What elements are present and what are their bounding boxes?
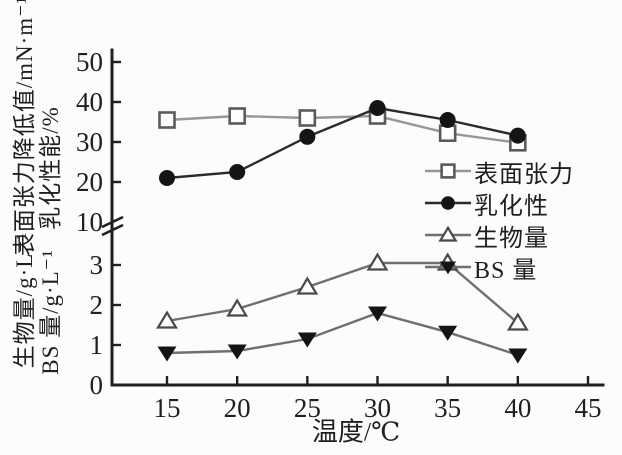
series-1 — [159, 100, 526, 186]
y-tick-label: 10 — [76, 207, 103, 237]
y-tick-label: 1 — [90, 330, 104, 360]
series-line — [166, 311, 519, 357]
y-tick-label: 2 — [90, 290, 104, 320]
y-tick-label: 50 — [76, 47, 103, 77]
legend-marker-glyph — [425, 225, 471, 242]
x-tick-label: 15 — [154, 393, 181, 423]
legend: 表面张力 乳化性 生物量 BS 量 — [424, 158, 574, 286]
axes — [110, 48, 605, 387]
filled-circle-marker-icon — [424, 190, 472, 216]
x-tick-label: 45 — [575, 393, 602, 423]
x-tick-label: 20 — [224, 393, 251, 423]
open-triangle-marker-icon — [424, 222, 472, 248]
legend-label: 乳化性 — [474, 193, 549, 220]
legend-label: 生物量 — [474, 225, 549, 252]
x-axis-label: 温度/℃ — [311, 417, 401, 447]
tick-marks — [112, 60, 590, 385]
legend-item-biomass: 生物量 — [424, 222, 574, 252]
legend-marker-glyph — [425, 261, 471, 275]
y-axis-label-bs-units: BS 量/g·L⁻¹ — [38, 249, 63, 375]
series-line — [166, 114, 518, 144]
legend-label: BS 量 — [474, 257, 538, 284]
series-3 — [157, 306, 528, 364]
y-tick-label: 3 — [90, 250, 104, 280]
y-axis-label-emulsification-units: 乳化性能/% — [38, 106, 63, 230]
x-tick-label: 40 — [504, 393, 531, 423]
axis-break-icon — [101, 215, 124, 237]
series-line — [166, 261, 519, 324]
legend-label: 表面张力 — [474, 161, 574, 188]
legend-item-surface-tension: 表面张力 — [424, 158, 574, 188]
open-square-marker-icon — [424, 158, 472, 184]
tick-labels: 10 20 30 40 50 0 1 2 3 15 20 25 30 35 40 45 — [76, 47, 602, 423]
y-tick-label: 40 — [76, 87, 103, 117]
x-tick-label: 25 — [294, 393, 321, 423]
filled-triangle-down-marker-icon — [424, 254, 472, 280]
y-tick-label: 30 — [76, 127, 103, 157]
x-tick-label: 35 — [434, 393, 461, 423]
series-0 — [158, 107, 527, 152]
y-tick-label: 0 — [90, 370, 104, 400]
series-line — [166, 106, 519, 180]
x-tick-label: 30 — [364, 393, 391, 423]
legend-marker-glyph — [425, 196, 471, 210]
y-tick-label: 20 — [76, 167, 103, 197]
legend-marker-glyph — [425, 163, 471, 179]
legend-item-bs-amount: BS 量 — [424, 254, 574, 284]
legend-item-emulsification: 乳化性 — [424, 190, 574, 220]
